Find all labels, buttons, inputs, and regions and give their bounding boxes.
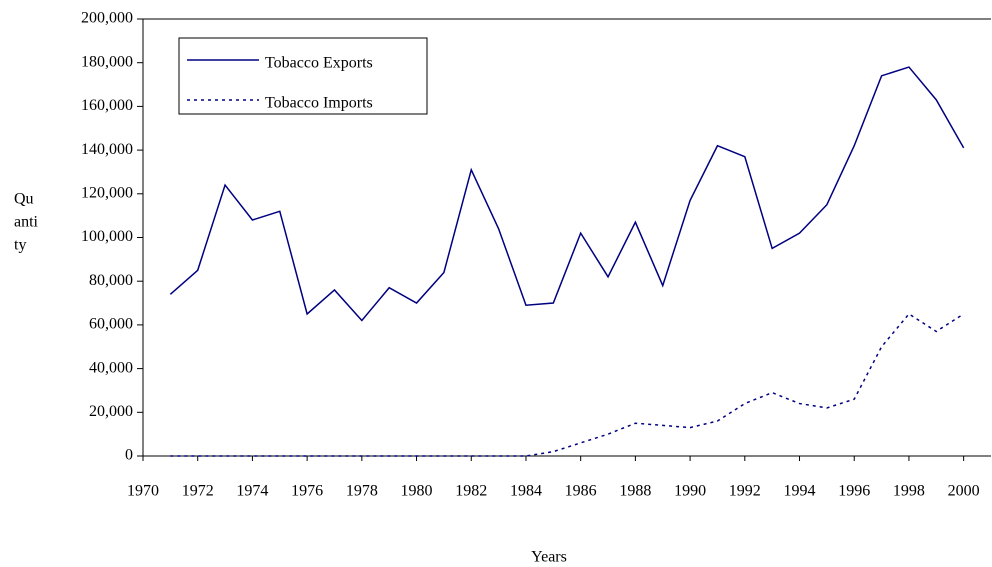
legend-label: Tobacco Imports [265,95,373,112]
x-tick-label: 1998 [893,483,925,500]
x-tick-label: 1972 [182,483,214,500]
y-tick-label: 160,000 [81,97,133,114]
y-tick-label: 180,000 [81,53,133,70]
y-tick-label: 100,000 [81,228,133,245]
y-axis-label: ty [14,237,26,254]
x-tick-label: 1974 [236,483,268,500]
x-tick-label: 2000 [948,483,980,500]
y-tick-label: 20,000 [89,403,133,420]
x-tick-label: 1978 [346,483,378,500]
x-tick-label: 1992 [729,483,761,500]
y-tick-label: 60,000 [89,316,133,333]
x-tick-label: 1986 [565,483,597,500]
x-tick-label: 1994 [784,483,816,500]
x-tick-label: 1996 [838,483,870,500]
y-tick-label: 80,000 [89,272,133,289]
y-axis-label: anti [14,214,39,231]
x-tick-label: 1984 [510,483,542,500]
y-tick-label: 200,000 [81,10,133,27]
series-line [170,312,965,457]
y-tick-label: 0 [125,447,133,464]
y-tick-label: 40,000 [89,359,133,376]
y-tick-label: 140,000 [81,141,133,158]
x-tick-label: 1976 [291,483,323,500]
x-tick-label: 1970 [127,483,159,500]
legend-box [178,37,428,115]
series-line [169,66,965,322]
y-axis-label: Qu [14,191,34,208]
y-tick-label: 120,000 [81,184,133,201]
x-tick-label: 1990 [674,483,706,500]
x-tick-label: 1982 [455,483,487,500]
x-tick-label: 1980 [401,483,433,500]
legend-label: Tobacco Exports [265,55,373,72]
x-tick-label: 1988 [619,483,651,500]
x-axis-label: Years [531,549,567,566]
